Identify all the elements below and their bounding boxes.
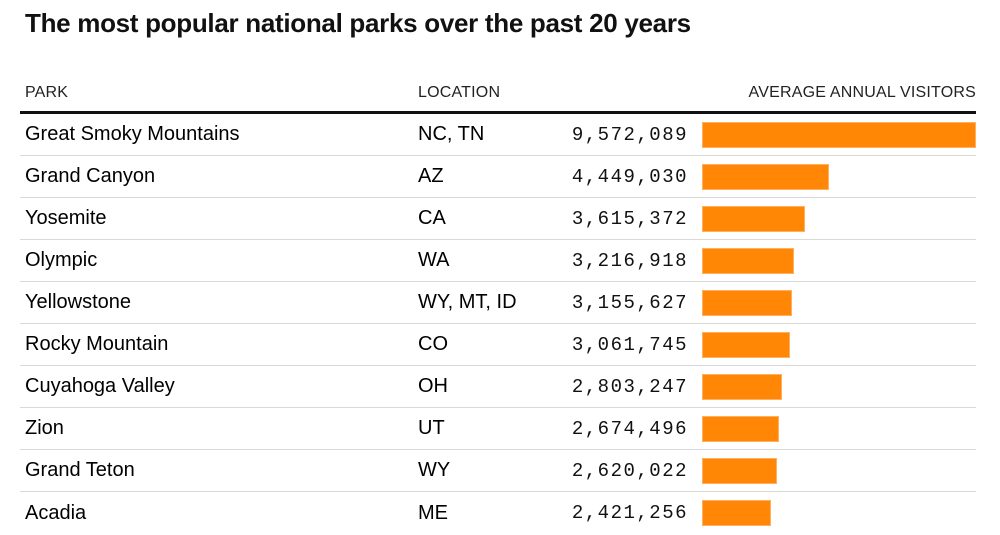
park-name: Olympic (25, 249, 98, 271)
visitor-bar (702, 205, 806, 232)
bar-track (688, 366, 976, 407)
visitor-count: 4,449,030 (571, 165, 688, 188)
bar-track (688, 114, 976, 155)
park-name: Great Smoky Mountains (25, 123, 240, 145)
column-header-location: LOCATION (418, 84, 501, 101)
table-row: Cuyahoga Valley OH 2,803,247 (20, 366, 976, 408)
table-row: Great Smoky Mountains NC, TN 9,572,089 (20, 114, 976, 156)
visitor-count: 3,615,372 (571, 207, 688, 230)
park-name: Grand Teton (25, 459, 135, 481)
bar-track (688, 324, 976, 365)
bar-track (688, 282, 976, 323)
park-name: Rocky Mountain (25, 333, 169, 355)
visitor-count: 2,803,247 (571, 375, 688, 398)
park-location: CA (418, 207, 446, 229)
park-location: WY (418, 459, 451, 481)
bar-track (688, 156, 976, 197)
table-row: Grand Canyon AZ 4,449,030 (20, 156, 976, 198)
visitor-count: 2,674,496 (571, 417, 688, 440)
table-row: Acadia ME 2,421,256 (20, 492, 976, 534)
park-name: Grand Canyon (25, 165, 156, 187)
visitor-count: 3,216,918 (571, 249, 688, 272)
visitor-count: 9,572,089 (571, 123, 688, 146)
visitor-bar (702, 457, 777, 484)
visitor-count: 3,155,627 (571, 291, 688, 314)
visitor-count: 2,620,022 (571, 459, 688, 482)
park-name: Yellowstone (25, 291, 132, 313)
bar-track (688, 408, 976, 449)
park-location: WY, MT, ID (418, 291, 517, 313)
visitor-count: 2,421,256 (571, 502, 688, 524)
table-row: Olympic WA 3,216,918 (20, 240, 976, 282)
table-header-row: PARK LOCATION AVERAGE ANNUAL VISITORS (20, 83, 976, 114)
column-header-average-annual-visitors: AVERAGE ANNUAL VISITORS (748, 84, 976, 101)
table-row: Yellowstone WY, MT, ID 3,155,627 (20, 282, 976, 324)
table-row: Yosemite CA 3,615,372 (20, 198, 976, 240)
visitor-bar (702, 163, 830, 190)
table-row: Grand Teton WY 2,620,022 (20, 450, 976, 492)
park-location: WA (418, 249, 450, 271)
column-header-park: PARK (25, 84, 69, 101)
visitor-bar (702, 289, 793, 316)
bar-track (688, 240, 976, 281)
visitor-bar (702, 331, 790, 358)
park-name: Acadia (25, 501, 87, 524)
visitor-bar (702, 373, 783, 400)
park-location: ME (418, 501, 448, 524)
bar-track (688, 492, 976, 534)
parks-table: PARK LOCATION AVERAGE ANNUAL VISITORS Gr… (20, 83, 976, 534)
visitor-bar (702, 415, 779, 442)
park-location: OH (418, 375, 448, 397)
visitor-bar (702, 121, 976, 148)
bar-track (688, 198, 976, 239)
park-name: Zion (25, 417, 64, 439)
park-location: AZ (418, 165, 444, 187)
table-row: Zion UT 2,674,496 (20, 408, 976, 450)
park-location: CO (418, 333, 448, 355)
park-name: Yosemite (25, 207, 107, 229)
visitor-bar (702, 247, 795, 274)
table-row: Rocky Mountain CO 3,061,745 (20, 324, 976, 366)
bar-track (688, 450, 976, 491)
park-location: UT (418, 417, 445, 439)
visitor-bar (702, 500, 772, 526)
visitor-count: 3,061,745 (571, 333, 688, 356)
chart-title: The most popular national parks over the… (25, 8, 691, 38)
park-name: Cuyahoga Valley (25, 375, 175, 397)
park-location: NC, TN (418, 123, 485, 145)
table-body: Great Smoky Mountains NC, TN 9,572,089 G… (20, 114, 976, 534)
